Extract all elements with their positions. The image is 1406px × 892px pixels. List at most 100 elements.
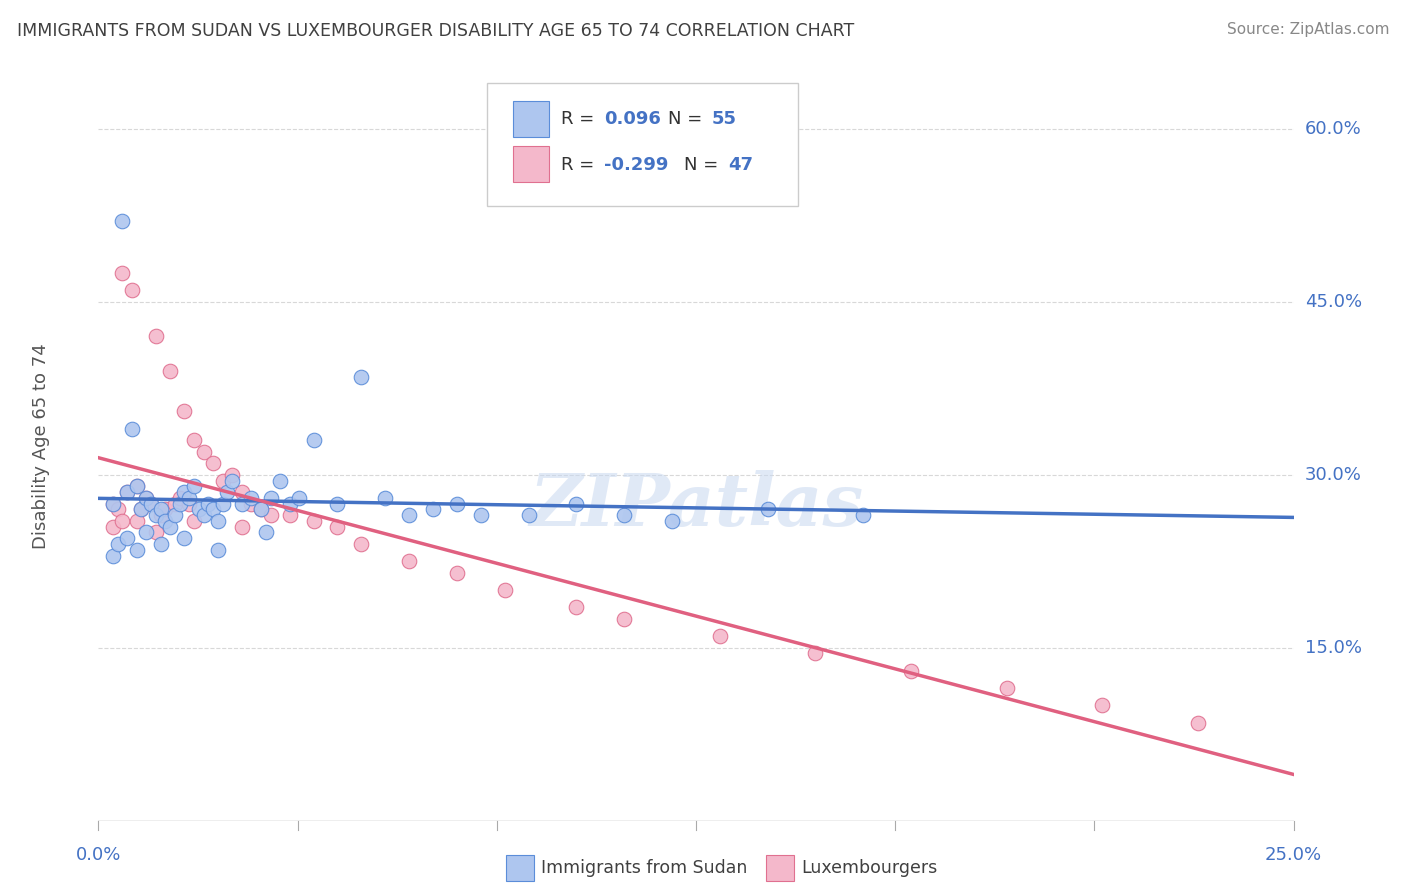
Point [217, 485, 239, 500]
Point [173, 485, 195, 500]
Point [326, 519, 349, 533]
Text: R =: R = [561, 156, 600, 174]
Text: 0.0%: 0.0% [76, 846, 121, 863]
Point [115, 531, 138, 545]
Point [613, 612, 636, 626]
Text: ZIPatlas: ZIPatlas [529, 470, 863, 541]
Point [135, 491, 157, 505]
Point [131, 502, 153, 516]
Point [131, 502, 153, 516]
Text: IMMIGRANTS FROM SUDAN VS LUXEMBOURGER DISABILITY AGE 65 TO 74 CORRELATION CHART: IMMIGRANTS FROM SUDAN VS LUXEMBOURGER DI… [17, 22, 853, 40]
Point [288, 491, 311, 505]
Point [197, 497, 219, 511]
Point [163, 497, 186, 511]
Point [221, 474, 243, 488]
Point [422, 502, 444, 516]
Point [125, 542, 148, 557]
Point [302, 434, 325, 448]
Point [101, 519, 124, 533]
Point [149, 537, 172, 551]
Text: Disability Age 65 to 74: Disability Age 65 to 74 [32, 343, 51, 549]
Point [240, 497, 263, 511]
Point [111, 266, 134, 280]
Point [852, 508, 875, 523]
Point [135, 491, 157, 505]
Point [900, 664, 922, 678]
Point [159, 364, 181, 378]
Text: 25.0%: 25.0% [1265, 846, 1322, 863]
Point [169, 497, 191, 511]
Point [709, 629, 731, 643]
Point [135, 525, 157, 540]
Point [179, 491, 201, 505]
Point [259, 491, 281, 505]
Point [125, 514, 148, 528]
Point [565, 497, 588, 511]
Point [995, 681, 1018, 695]
Point [115, 485, 138, 500]
Text: 15.0%: 15.0% [1305, 639, 1361, 657]
Point [101, 549, 124, 563]
Text: Source: ZipAtlas.com: Source: ZipAtlas.com [1226, 22, 1389, 37]
Point [446, 497, 468, 511]
Point [101, 497, 124, 511]
Point [494, 583, 516, 598]
Point [1187, 715, 1209, 730]
Text: N =: N = [685, 156, 724, 174]
Point [145, 525, 167, 540]
Point [517, 508, 540, 523]
Point [565, 600, 588, 615]
Point [398, 554, 420, 568]
Point [302, 514, 325, 528]
Point [121, 422, 143, 436]
Point [756, 502, 779, 516]
FancyBboxPatch shape [513, 101, 548, 136]
Point [173, 404, 195, 418]
Point [139, 497, 162, 511]
Point [278, 508, 301, 523]
Point [187, 502, 209, 516]
Point [250, 502, 273, 516]
Point [1091, 698, 1114, 713]
Point [169, 491, 191, 505]
Point [470, 508, 492, 523]
Point [179, 497, 201, 511]
Point [240, 491, 263, 505]
Point [159, 519, 181, 533]
Point [183, 514, 205, 528]
Point [193, 508, 215, 523]
Point [350, 369, 373, 384]
Text: 60.0%: 60.0% [1305, 120, 1361, 138]
Text: Luxembourgers: Luxembourgers [801, 859, 938, 877]
Text: -0.299: -0.299 [605, 156, 668, 174]
Point [259, 508, 281, 523]
Point [155, 514, 177, 528]
Point [145, 329, 167, 343]
Text: 45.0%: 45.0% [1305, 293, 1362, 311]
Point [398, 508, 420, 523]
Point [101, 497, 124, 511]
Point [250, 502, 273, 516]
Point [107, 537, 129, 551]
Point [613, 508, 636, 523]
Point [374, 491, 396, 505]
Point [446, 566, 468, 580]
Point [121, 284, 143, 298]
Point [211, 474, 233, 488]
Point [661, 514, 683, 528]
FancyBboxPatch shape [486, 83, 797, 206]
Point [125, 479, 148, 493]
Point [350, 537, 373, 551]
Point [231, 485, 253, 500]
Point [183, 434, 205, 448]
Text: N =: N = [668, 110, 709, 128]
Text: 47: 47 [728, 156, 754, 174]
Point [139, 497, 162, 511]
Point [269, 474, 291, 488]
Point [173, 531, 195, 545]
Text: Immigrants from Sudan: Immigrants from Sudan [541, 859, 748, 877]
Point [231, 497, 253, 511]
Point [211, 497, 233, 511]
FancyBboxPatch shape [513, 145, 548, 181]
Point [326, 497, 349, 511]
